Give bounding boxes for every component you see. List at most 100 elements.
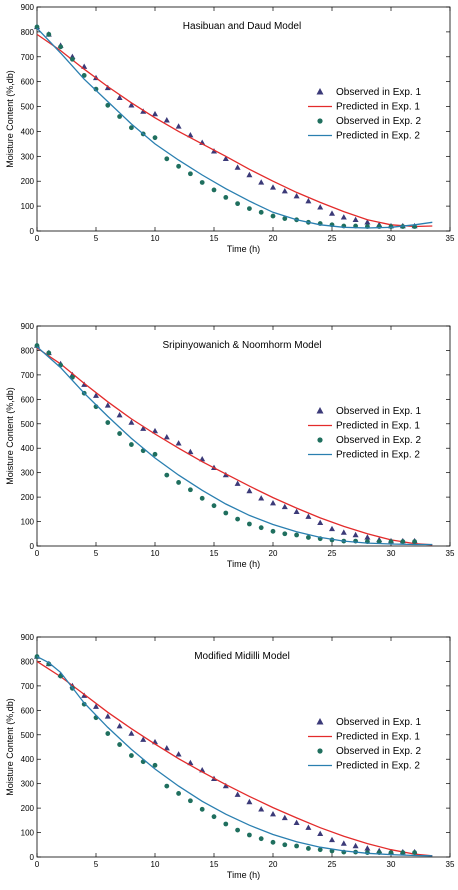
data-point [129,442,134,447]
data-point [293,819,300,825]
x-axis-label: Time (h) [227,870,260,880]
data-point [199,806,205,812]
data-point [258,836,264,842]
data-point [104,84,111,91]
data-point [340,840,347,846]
y-tick-label: 500 [21,103,35,112]
x-tick-label: 5 [94,234,99,243]
x-tick-label: 0 [35,549,40,558]
data-point [46,350,52,356]
data-point [412,850,417,855]
y-tick-label: 200 [21,804,35,813]
x-tick-label: 25 [328,549,337,558]
data-point [152,110,158,117]
series-line [36,660,433,857]
x-tick-label: 25 [328,234,337,243]
data-point [388,539,394,544]
data-point [152,135,158,141]
data-point [270,500,276,506]
legend-item: Observed in Exp. 2 [317,435,421,446]
data-point [188,171,193,177]
data-point [270,184,276,190]
data-point [235,827,241,833]
data-point [46,31,52,37]
legend-item: Predicted in Exp. 2 [308,761,420,772]
data-point [105,420,111,425]
data-point [364,845,371,851]
x-tick-label: 35 [446,549,455,558]
legend-item: Observed in Exp. 2 [317,116,421,127]
y-tick-label: 700 [21,53,35,62]
y-tick-label: 200 [21,177,35,186]
data-point [140,736,147,742]
data-point [34,654,40,659]
x-axis-label: Time (h) [227,559,260,569]
x-tick-label: 0 [35,860,40,869]
data-point [329,525,335,532]
y-tick-label: 700 [21,682,35,691]
y-tick-label: 0 [30,853,35,862]
data-point [104,402,111,408]
data-point [281,187,288,194]
y-axis-label: Moisture Content (%,db) [5,698,15,796]
data-point [163,745,170,751]
y-tick-label: 400 [21,127,35,136]
series-4 [36,346,433,546]
data-point [105,731,111,736]
legend-marker-swatch [317,118,323,124]
legend-label: Observed in Exp. 2 [336,435,421,446]
legend-item: Predicted in Exp. 1 [308,102,420,113]
data-point [140,425,147,431]
x-tick-label: 30 [387,549,396,558]
chart-title: Modified Midilli Model [194,651,290,662]
data-point [199,456,206,462]
x-tick-label: 30 [387,860,396,869]
y-tick-label: 400 [21,755,35,764]
data-point [400,539,406,544]
series-line [36,27,433,229]
chart-panel-3: 0 5 10 15 20 25 30 35 0 100 200 300 400 500 600 700 800 9… [5,633,455,880]
y-tick-label: 800 [21,657,35,666]
data-point [164,156,170,162]
data-point [376,539,382,544]
data-point [163,434,170,440]
legend-marker-swatch [316,718,324,725]
data-point [81,701,87,707]
legend-label: Predicted in Exp. 2 [336,131,420,142]
data-point [247,832,252,838]
legend-label: Observed in Exp. 1 [336,717,421,728]
legend-item: Predicted in Exp. 2 [308,131,420,142]
series-line [36,656,433,857]
y-tick-label: 600 [21,78,35,87]
data-point [282,216,288,221]
data-point [317,847,323,853]
data-point [222,155,229,162]
chart-panel-1: 0 5 10 15 20 25 30 35 0 100 200 300 400 500 600 700 800 9… [5,3,455,254]
legend-label: Predicted in Exp. 2 [336,450,420,461]
data-point [104,713,111,719]
data-point [246,487,253,494]
data-point [152,451,158,457]
data-point [117,114,122,119]
y-tick-label: 100 [21,518,35,527]
data-point [329,836,335,843]
data-point [222,782,229,789]
data-point [176,791,182,796]
y-axis-label: Moisture Content (%,db) [5,70,15,168]
x-tick-label: 15 [210,234,219,243]
data-point [235,516,241,522]
data-point [199,495,205,501]
legend-label: Observed in Exp. 1 [336,406,421,417]
data-point [234,164,241,170]
series-line [36,346,433,546]
x-tick-label: 20 [269,234,278,243]
data-point [246,798,253,805]
data-point [129,125,134,131]
y-tick-label: 800 [21,346,35,355]
data-point [352,842,359,849]
data-point [234,791,241,797]
plot-area-frame [36,6,451,232]
legend-label: Predicted in Exp. 1 [336,102,420,113]
data-point [199,180,205,185]
